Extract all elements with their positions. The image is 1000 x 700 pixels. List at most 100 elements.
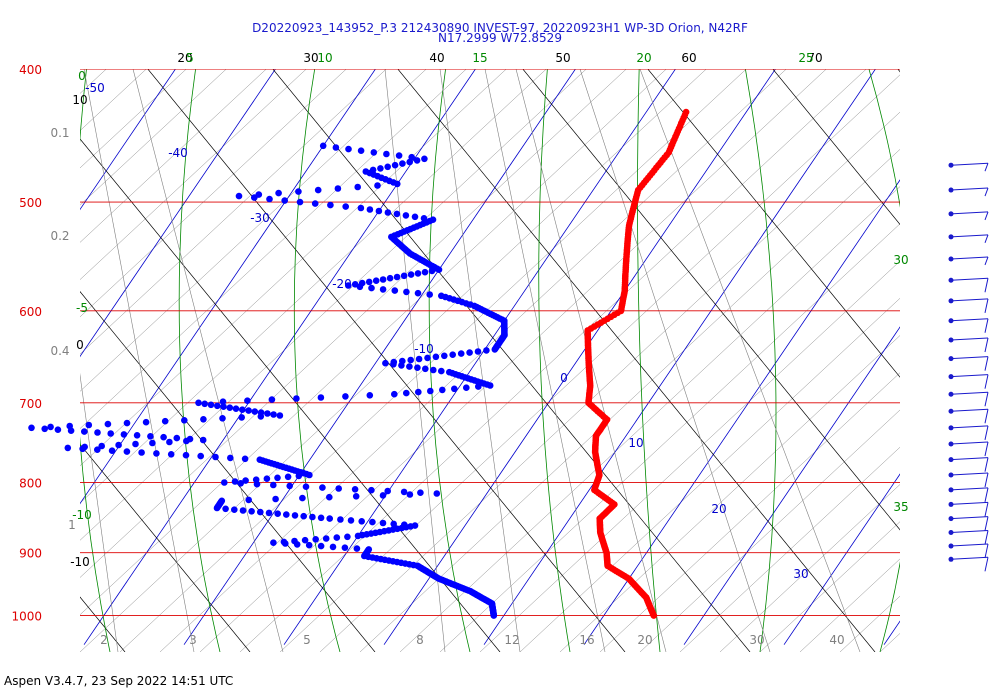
pressure-tick-label: 400 <box>19 63 42 77</box>
mixing-ratio-line <box>439 69 521 652</box>
dewpoint-point <box>104 420 112 428</box>
dewpoint-point <box>333 534 341 541</box>
dewpoint-point <box>317 394 325 401</box>
pressure-tick-label: 1000 <box>11 610 42 624</box>
pressure-tick-label: 500 <box>19 196 42 210</box>
mixing-ratio-line <box>83 69 195 652</box>
dewpoint-point <box>366 392 374 399</box>
theta-grid-line <box>839 595 900 652</box>
dewpoint-point <box>226 404 234 412</box>
dewpoint-point <box>183 437 190 445</box>
theta-grid-line <box>119 69 747 652</box>
dewpoint-point <box>270 481 277 489</box>
dewpoint-point <box>242 477 249 484</box>
dry-adiabat-label: -10 <box>70 555 90 569</box>
dewpoint-point <box>326 493 333 501</box>
dewpoint-point <box>466 349 473 356</box>
dewpoint-point <box>200 416 207 423</box>
dewpoint-point <box>372 277 380 285</box>
dewpoint-point <box>407 271 415 278</box>
theta-grid-line <box>80 69 307 280</box>
dry-adiabat-line <box>522 69 900 531</box>
isotherm-label: 0 <box>560 371 568 385</box>
dewpoint-point <box>441 352 448 360</box>
isotherm-line <box>183 69 576 645</box>
software-footer: Aspen V3.4.7, 23 Sep 2022 14:51 UTC <box>4 674 234 688</box>
dewpoint-point <box>281 197 289 204</box>
dewpoint-point <box>457 350 465 357</box>
dewpoint-point <box>132 440 139 448</box>
theta-grid-line <box>719 484 900 652</box>
dewpoint-point <box>283 511 290 518</box>
dewpoint-point <box>400 488 408 496</box>
dewpoint-point <box>414 364 421 372</box>
dewpoint-point <box>299 494 306 502</box>
mixing-ratio-label: 0.1 <box>50 126 69 140</box>
temperature-point <box>650 612 658 619</box>
wind-barb <box>948 529 989 545</box>
mixing-ratio-label: 2 <box>100 633 108 647</box>
mixing-ratio-line <box>639 69 861 652</box>
dewpoint-point <box>400 272 408 280</box>
dewpoint-point <box>342 393 349 400</box>
dewpoint-point <box>433 490 441 497</box>
dewpoint-point <box>302 483 310 491</box>
dewpoint-point <box>406 363 413 370</box>
dewpoint-point <box>85 421 93 429</box>
theta-grid-line <box>80 69 147 132</box>
dewpoint-point <box>368 284 375 292</box>
mixing-ratio-label: 8 <box>416 633 424 647</box>
isotherm-label: -30 <box>250 211 270 225</box>
dewpoint-point <box>295 472 303 480</box>
dewpoint-point <box>253 480 261 488</box>
theta-grid-line <box>80 69 227 206</box>
dewpoint-point <box>379 492 387 499</box>
dewpoint-point <box>407 356 415 364</box>
dewpoint-point <box>344 533 351 541</box>
dewpoint-point <box>491 346 499 353</box>
dewpoint-point <box>421 155 428 163</box>
dewpoint-point <box>356 283 364 291</box>
dewpoint-point <box>235 192 243 200</box>
dewpoint-point <box>266 195 273 203</box>
dewpoint-point <box>351 486 359 493</box>
dewpoint-point <box>326 515 334 522</box>
dewpoint-point <box>182 451 190 459</box>
dewpoint-point <box>293 541 301 548</box>
theta-grid-line <box>80 69 707 652</box>
dewpoint-point <box>402 212 410 219</box>
dewpoint-point <box>309 513 316 521</box>
theta-grid-line <box>80 69 467 429</box>
dry-adiabat-label: 10 <box>72 93 87 107</box>
dewpoint-point <box>345 282 352 289</box>
dewpoint-point <box>221 479 228 486</box>
theta-grid-line <box>80 69 267 243</box>
theta-grid-line <box>639 409 900 652</box>
theta-grid-line <box>439 223 900 652</box>
dewpoint-point <box>167 451 175 458</box>
dewpoint-point <box>147 433 154 440</box>
dewpoint-point <box>379 276 387 283</box>
dewpoint-point <box>398 362 405 369</box>
moist-adiabat-label: 20 <box>636 51 651 65</box>
dewpoint-point <box>219 398 227 406</box>
dewpoint-point <box>390 361 397 368</box>
plot-area <box>80 69 900 652</box>
dewpoint-point <box>231 478 239 485</box>
dewpoint-point <box>370 149 378 156</box>
dewpoint-point <box>345 145 352 153</box>
dewpoint-point <box>239 507 247 514</box>
dewpoint-point <box>427 387 434 395</box>
dewpoint-point <box>272 495 279 503</box>
dewpoint-point <box>438 367 445 375</box>
dewpoint-point <box>354 183 362 191</box>
dewpoint-point <box>245 496 252 504</box>
wind-barb <box>948 162 989 172</box>
dewpoint-point <box>212 453 219 461</box>
theta-grid-line <box>80 69 187 169</box>
isotherm-line <box>483 69 876 645</box>
theta-grid-line <box>559 335 900 652</box>
moist-adiabat-label: -5 <box>76 301 88 315</box>
wind-barb <box>948 556 989 572</box>
wind-barb <box>948 472 989 488</box>
